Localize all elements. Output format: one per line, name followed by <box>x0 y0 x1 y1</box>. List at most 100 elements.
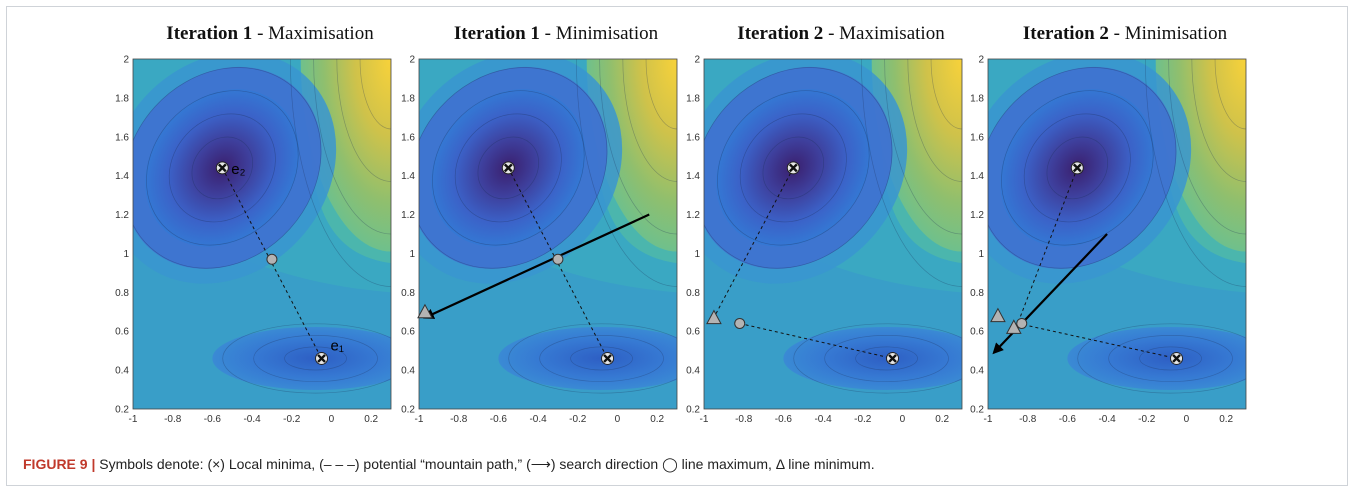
y-tick-label: 0.6 <box>970 327 984 338</box>
panel-title: Iteration 2 - Maximisation <box>737 23 945 44</box>
x-tick-label: -0.6 <box>490 414 508 425</box>
figure-label: FIGURE 9 | <box>23 456 96 472</box>
axes-frame <box>418 58 678 410</box>
x-tick-label: 0 <box>900 414 906 425</box>
y-tick-label: 0.6 <box>686 327 700 338</box>
y-tick-label: 1.2 <box>970 210 984 221</box>
panel-title: Iteration 2 - Minimisation <box>1023 23 1228 44</box>
axes-frame <box>987 58 1247 410</box>
x-tick-label: 0 <box>1184 414 1190 425</box>
y-tick-label: 1.2 <box>115 210 129 221</box>
x-tick-label: -0.4 <box>243 414 261 425</box>
x-tick-label: -0.8 <box>735 414 753 425</box>
line-maximum-marker <box>266 253 278 265</box>
cross-icon <box>503 163 513 173</box>
y-tick-label: 0.8 <box>970 288 984 299</box>
figure-caption: FIGURE 9 | Symbols denote: (×) Local min… <box>23 456 1343 473</box>
y-tick-label: 0.4 <box>686 366 700 377</box>
x-tick-label: -0.8 <box>450 414 468 425</box>
y-tick-label: 1.4 <box>115 171 129 182</box>
line-minimum-marker <box>990 307 1006 323</box>
y-tick-label: 2 <box>978 55 984 66</box>
cross-icon <box>888 354 897 363</box>
x-tick-label: -0.6 <box>775 414 793 425</box>
y-tick-label: 1 <box>409 249 415 260</box>
y-tick-label: 2 <box>123 55 129 66</box>
y-tick-label: 1.8 <box>401 93 415 104</box>
y-tick-label: 1.6 <box>401 132 415 143</box>
y-tick-label: 1.8 <box>970 93 984 104</box>
x-tick-label: -1 <box>415 414 424 425</box>
cross-icon <box>788 163 798 173</box>
panel-2: -1 -0.8 -0.6 -0.4 -0.2 0 0.2 0.2 0.4 0.6 0.8 1 1.2 1.… <box>401 23 678 425</box>
y-tick-label: 1.2 <box>401 210 415 221</box>
y-tick-label: 1.6 <box>970 132 984 143</box>
x-tick-label: 0.2 <box>650 414 664 425</box>
cross-icon <box>1172 354 1181 363</box>
x-tick-label: -0.8 <box>1019 414 1037 425</box>
panel-4: -1 -0.8 -0.6 -0.4 -0.2 0 0.2 0.2 0.4 0.6 0.8 1 1.2 1.… <box>970 23 1247 425</box>
y-tick-label: 1.8 <box>115 93 129 104</box>
y-tick-label: 1.6 <box>686 132 700 143</box>
x-tick-label: -0.6 <box>1059 414 1077 425</box>
y-tick-label: 1.4 <box>970 171 984 182</box>
panel-1: -1 -0.8 -0.6 -0.4 -0.2 0 0.2 0.2 0.4 0.6 0.8 1 1.2 1.… <box>115 23 392 425</box>
y-tick-label: 1.6 <box>115 132 129 143</box>
x-tick-label: 0.2 <box>935 414 949 425</box>
y-tick-label: 1.4 <box>401 171 415 182</box>
line-minimum-marker <box>1005 319 1022 334</box>
y-tick-label: 1 <box>978 249 984 260</box>
y-tick-label: 0.6 <box>401 327 415 338</box>
y-tick-label: 0.2 <box>115 405 129 416</box>
y-tick-label: 0.8 <box>115 288 129 299</box>
x-tick-label: -0.2 <box>1138 414 1156 425</box>
line-maximum-marker <box>552 253 564 265</box>
y-tick-label: 1 <box>694 249 700 260</box>
x-tick-label: -0.4 <box>529 414 547 425</box>
x-tick-label: -0.8 <box>164 414 182 425</box>
y-tick-label: 0.2 <box>970 405 984 416</box>
x-tick-label: -0.4 <box>814 414 832 425</box>
x-tick-label: 0.2 <box>364 414 378 425</box>
line-maximum-marker <box>734 317 746 329</box>
contour-field <box>988 59 1246 409</box>
x-tick-label: -1 <box>984 414 993 425</box>
local-minimum-label: e₁ <box>331 337 344 354</box>
mountain-path-line <box>1017 167 1078 324</box>
y-tick-label: 1.2 <box>686 210 700 221</box>
x-tick-label: -1 <box>129 414 138 425</box>
x-tick-label: -1 <box>700 414 709 425</box>
mountain-path-line <box>713 167 794 318</box>
axes-frame <box>703 58 963 410</box>
mountain-path-line <box>739 322 893 359</box>
search-direction-arrow <box>422 213 650 319</box>
line-minimum-marker <box>417 303 433 319</box>
local-minimum-label: e₂ <box>231 161 245 178</box>
x-tick-label: -0.6 <box>204 414 222 425</box>
figure-frame: -1 -0.8 -0.6 -0.4 -0.2 0 0.2 0.2 0.4 0.6 0.8 1 1.2 1.… <box>6 6 1348 486</box>
y-tick-label: 2 <box>409 55 415 66</box>
y-tick-label: 0.8 <box>686 288 700 299</box>
y-tick-label: 0.4 <box>115 366 129 377</box>
y-tick-label: 0.2 <box>401 405 415 416</box>
x-tick-label: 0 <box>615 414 621 425</box>
cross-icon <box>317 354 326 363</box>
y-tick-label: 0.8 <box>401 288 415 299</box>
x-tick-label: 0 <box>329 414 335 425</box>
line-maximum-marker <box>1016 317 1028 329</box>
x-tick-label: -0.2 <box>283 414 301 425</box>
cross-icon <box>1072 163 1082 173</box>
line-minimum-marker <box>706 309 722 325</box>
contour-field <box>419 59 677 409</box>
y-tick-label: 0.4 <box>401 366 415 377</box>
cross-icon <box>217 163 227 173</box>
x-tick-label: -0.2 <box>854 414 872 425</box>
panel-3: -1 -0.8 -0.6 -0.4 -0.2 0 0.2 0.2 0.4 0.6 0.8 1 1.2 1.… <box>686 23 963 425</box>
axes-frame <box>132 58 392 410</box>
x-tick-label: -0.2 <box>569 414 587 425</box>
caption-text: Symbols denote: (×) Local minima, (– – –… <box>99 456 875 472</box>
y-tick-label: 1.4 <box>686 171 700 182</box>
y-tick-label: 2 <box>694 55 700 66</box>
y-tick-label: 0.2 <box>686 405 700 416</box>
panel-title: Iteration 1 - Maximisation <box>166 23 374 44</box>
